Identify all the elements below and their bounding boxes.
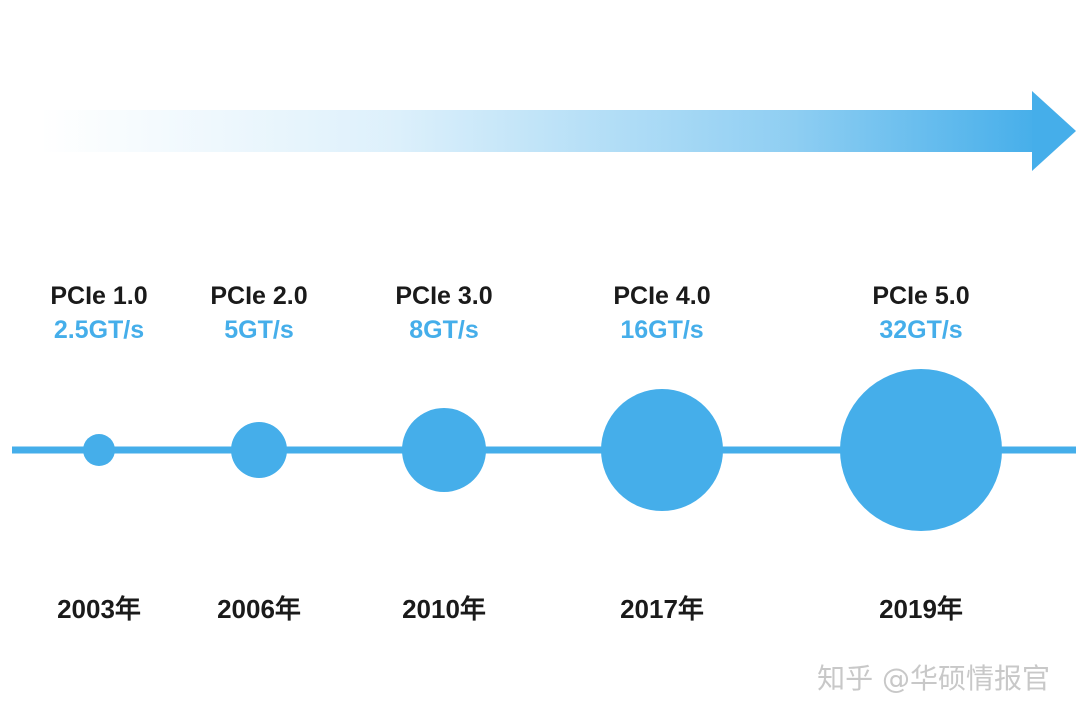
arrow-head <box>1032 91 1076 171</box>
generation-name: PCIe 5.0 <box>872 282 969 310</box>
arrow-shaft <box>40 110 1040 152</box>
generation-year: 2003年 <box>57 594 141 624</box>
watermark-text: 知乎 @华硕情报官 <box>817 662 1050 695</box>
generation-circle <box>601 389 723 511</box>
generation-node: PCIe 2.0 5GT/s 2006年 <box>210 282 307 624</box>
generation-speed: 32GT/s <box>879 316 962 344</box>
generation-name: PCIe 4.0 <box>613 282 710 310</box>
generation-node: PCIe 5.0 32GT/s 2019年 <box>840 282 1002 624</box>
generation-year: 2006年 <box>217 594 301 624</box>
generation-speed: 16GT/s <box>620 316 703 344</box>
generation-year: 2019年 <box>879 594 963 624</box>
generation-name: PCIe 3.0 <box>395 282 492 310</box>
generation-name: PCIe 1.0 <box>50 282 147 310</box>
generation-node: PCIe 4.0 16GT/s 2017年 <box>601 282 723 624</box>
generation-circle <box>402 408 486 492</box>
generation-node: PCIe 1.0 2.5GT/s 2003年 <box>50 282 147 624</box>
generation-circle <box>840 369 1002 531</box>
generation-speed: 2.5GT/s <box>54 316 144 344</box>
generation-circle <box>231 422 287 478</box>
generation-name: PCIe 2.0 <box>210 282 307 310</box>
generation-year: 2010年 <box>402 594 486 624</box>
generation-circle <box>83 434 115 466</box>
generation-speed: 5GT/s <box>224 316 293 344</box>
progress-arrow <box>40 91 1076 171</box>
generation-year: 2017年 <box>620 594 704 624</box>
generation-speed: 8GT/s <box>409 316 478 344</box>
generation-node: PCIe 3.0 8GT/s 2010年 <box>395 282 492 624</box>
